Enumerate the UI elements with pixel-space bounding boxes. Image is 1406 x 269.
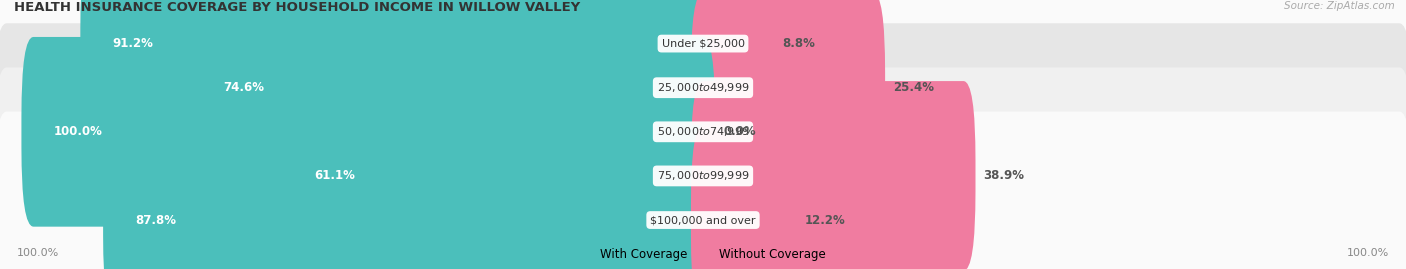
Text: 38.9%: 38.9%: [984, 169, 1025, 182]
Text: 25.4%: 25.4%: [893, 81, 934, 94]
Text: 87.8%: 87.8%: [135, 214, 176, 226]
Text: 100.0%: 100.0%: [53, 125, 103, 138]
Text: 12.2%: 12.2%: [804, 214, 845, 226]
Text: Source: ZipAtlas.com: Source: ZipAtlas.com: [1284, 1, 1395, 11]
Text: HEALTH INSURANCE COVERAGE BY HOUSEHOLD INCOME IN WILLOW VALLEY: HEALTH INSURANCE COVERAGE BY HOUSEHOLD I…: [14, 1, 581, 14]
Text: 100.0%: 100.0%: [1347, 248, 1389, 258]
FancyBboxPatch shape: [103, 125, 716, 269]
Text: Under $25,000: Under $25,000: [661, 38, 745, 49]
FancyBboxPatch shape: [0, 23, 1406, 240]
FancyBboxPatch shape: [21, 37, 716, 227]
Text: $50,000 to $74,999: $50,000 to $74,999: [657, 125, 749, 138]
Legend: With Coverage, Without Coverage: With Coverage, Without Coverage: [578, 245, 828, 263]
FancyBboxPatch shape: [281, 81, 716, 269]
FancyBboxPatch shape: [690, 81, 976, 269]
Text: 61.1%: 61.1%: [314, 169, 354, 182]
FancyBboxPatch shape: [0, 0, 1406, 196]
Text: 100.0%: 100.0%: [17, 248, 59, 258]
FancyBboxPatch shape: [690, 125, 797, 269]
Text: $100,000 and over: $100,000 and over: [650, 215, 756, 225]
FancyBboxPatch shape: [0, 0, 1406, 152]
Text: 0.0%: 0.0%: [723, 125, 755, 138]
FancyBboxPatch shape: [690, 0, 886, 183]
Text: 8.8%: 8.8%: [782, 37, 815, 50]
Text: $75,000 to $99,999: $75,000 to $99,999: [657, 169, 749, 182]
FancyBboxPatch shape: [0, 68, 1406, 269]
Text: 74.6%: 74.6%: [224, 81, 264, 94]
FancyBboxPatch shape: [690, 0, 773, 139]
FancyBboxPatch shape: [80, 0, 716, 139]
FancyBboxPatch shape: [0, 112, 1406, 269]
Text: $25,000 to $49,999: $25,000 to $49,999: [657, 81, 749, 94]
FancyBboxPatch shape: [191, 0, 716, 183]
Text: 91.2%: 91.2%: [112, 37, 153, 50]
